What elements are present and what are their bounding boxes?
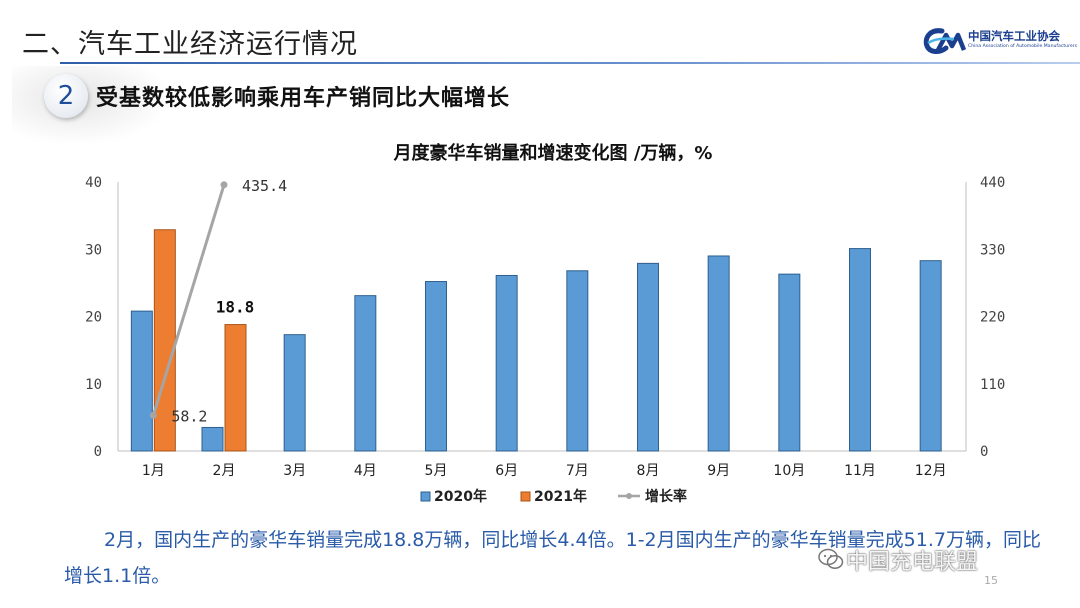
x-tick-label: 10月	[773, 463, 805, 479]
bar-2020	[566, 270, 589, 452]
bar-2020	[849, 248, 871, 452]
legend-label: 2021年	[534, 488, 587, 505]
bar-2020	[778, 273, 801, 452]
y-right-tick-label: 440	[980, 175, 1005, 191]
slide-subtitle: 受基数较低影响乘用车产销同比大幅增长	[96, 86, 511, 111]
wechat-icon	[818, 548, 844, 569]
y-left-tick-label: 10	[85, 377, 102, 393]
legend-line-marker	[626, 493, 632, 499]
x-tick-label: 4月	[354, 463, 377, 479]
caam-logo-icon	[923, 28, 966, 54]
section-number-badge: 2	[44, 74, 88, 118]
logo-text-en: China Association of Automobile Manufact…	[968, 44, 1077, 49]
x-tick-label: 5月	[425, 463, 448, 479]
y-right-tick-label: 0	[980, 444, 988, 460]
legend-swatch	[520, 491, 531, 502]
y-right-tick-label: 110	[980, 377, 1005, 393]
badge-shadow	[12, 66, 172, 146]
legend-label: 2020年	[434, 488, 487, 505]
caption-paragraph: 2月，国内生产的豪华车销量完成18.8万辆，同比增长4.4倍。1-2月国内生产的…	[64, 529, 1041, 587]
x-tick-label: 7月	[566, 463, 589, 479]
x-tick-label: 8月	[637, 463, 660, 479]
bar-2020	[201, 426, 224, 452]
bar-2020	[283, 334, 306, 452]
x-tick-label: 1月	[142, 463, 165, 479]
x-tick-label: 9月	[707, 463, 730, 479]
luxury-car-sales-chart: 月度豪华车销量和增速变化图 /万辆，% 0 10 20 30 40 0 110 220 330 44…	[0, 130, 1080, 520]
legend-label: 增长率	[645, 488, 687, 505]
y-left-tick-label: 0	[94, 444, 102, 460]
y-left-tick-label: 20	[85, 310, 102, 326]
bar-2020	[130, 310, 153, 452]
caam-logo: 中国汽车工业协会 China Association of Automobile…	[922, 26, 1077, 56]
chart-svg: 月度豪华车销量和增速变化图 /万辆，% 0 10 20 30 40 0 110 220 330 44…	[85, 142, 1005, 505]
legend-swatch	[420, 491, 431, 502]
bar-2020	[495, 274, 518, 452]
data-label-growth: 435.4	[242, 177, 287, 195]
x-tick-label: 2月	[213, 463, 236, 479]
bar-2020	[425, 281, 447, 452]
growth-rate-point	[149, 411, 157, 419]
y-left-tick-label: 30	[85, 242, 102, 258]
bar-2021	[224, 324, 247, 452]
chart-title: 月度豪华车销量和增速变化图 /万辆，%	[393, 142, 713, 164]
section-title: 二、汽车工业经济运行情况	[22, 29, 358, 60]
x-tick-label: 6月	[495, 463, 518, 479]
bar-2020	[354, 295, 377, 452]
x-tick-label: 11月	[844, 463, 876, 479]
y-left-tick-label: 40	[85, 175, 102, 191]
watermark: 中国充电联盟	[846, 550, 979, 575]
data-label-2021: 18.8	[216, 298, 255, 317]
logo-text-cn: 中国汽车工业协会	[968, 29, 1060, 43]
growth-rate-point	[220, 181, 228, 189]
bar-2020	[707, 255, 730, 452]
x-tick-label: 3月	[283, 463, 306, 479]
bar-2020	[637, 262, 659, 452]
data-label-growth: 58.2	[171, 407, 207, 425]
y-right-tick-label: 220	[980, 310, 1005, 326]
growth-rate-line	[151, 184, 226, 416]
header-divider	[60, 62, 1080, 64]
page-number: 15	[984, 574, 998, 587]
y-right-tick-label: 330	[980, 242, 1005, 258]
x-tick-label: 12月	[915, 463, 947, 479]
bar-2020	[919, 260, 942, 452]
